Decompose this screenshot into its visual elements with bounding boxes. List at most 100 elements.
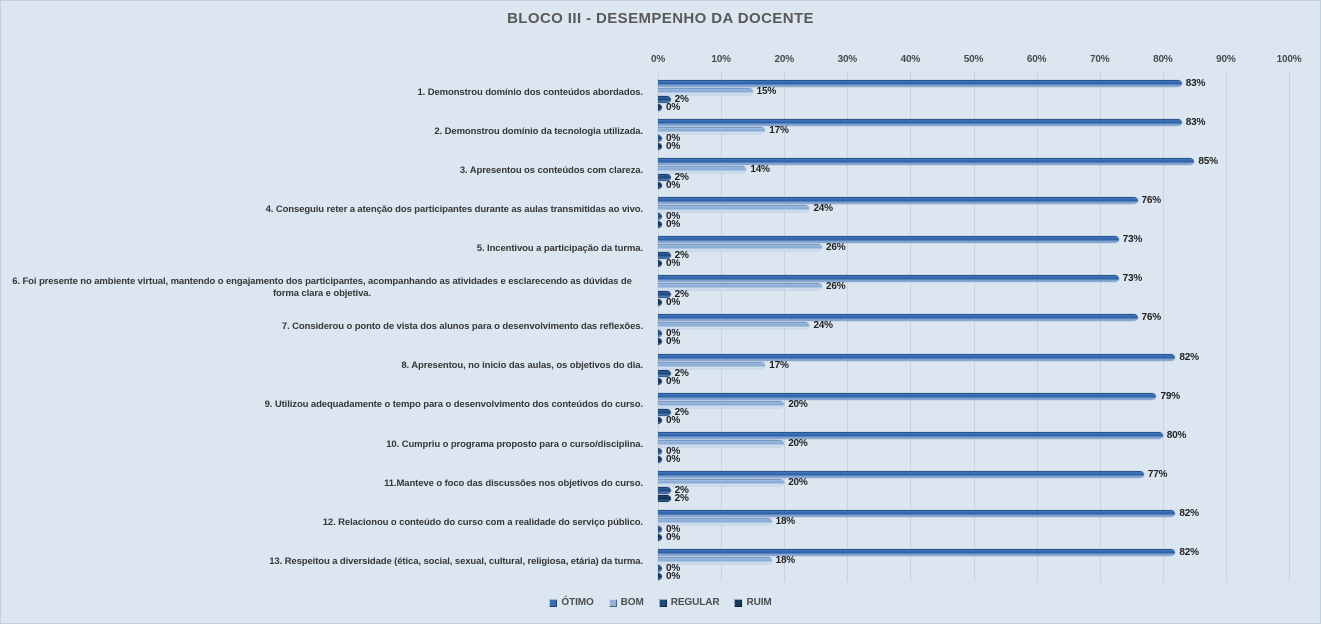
data-label: 24% bbox=[813, 203, 833, 215]
category-label-text: 7. Considerou o ponto de vista dos aluno… bbox=[281, 321, 643, 333]
category-label: 3. Apresentou os conteúdos com clareza. bbox=[1, 151, 651, 190]
bar-bom bbox=[658, 439, 785, 447]
gridline bbox=[973, 71, 975, 582]
bar-ruim bbox=[658, 182, 662, 190]
bar-ruim bbox=[658, 221, 662, 229]
bar-timo bbox=[658, 509, 1176, 517]
data-label: 0% bbox=[666, 414, 681, 426]
data-label: 76% bbox=[1141, 195, 1162, 207]
data-label: 85% bbox=[1198, 156, 1218, 168]
chart-title: BLOCO III - DESEMPENHO DA DOCENTE bbox=[507, 10, 814, 27]
data-label: 20% bbox=[788, 476, 808, 488]
x-axis-tick: 0% bbox=[650, 54, 666, 65]
data-label: 0% bbox=[666, 445, 681, 457]
data-label: 2% bbox=[674, 94, 689, 105]
bar-bom bbox=[658, 322, 810, 330]
data-label: 0% bbox=[666, 453, 681, 465]
category-label: 8. Apresentou, no inicio das aulas, os o… bbox=[1, 347, 651, 386]
data-label: 0% bbox=[666, 336, 681, 348]
data-label: 0% bbox=[666, 328, 681, 340]
bar-regular bbox=[658, 252, 671, 260]
bar-bom bbox=[658, 517, 772, 525]
bar-timo bbox=[658, 80, 1182, 87]
category-label-text: 3. Apresentou os conteúdos com clareza. bbox=[459, 164, 643, 176]
bar-ruim bbox=[658, 494, 671, 502]
data-label: 0% bbox=[666, 570, 681, 582]
bar-regular bbox=[658, 96, 671, 103]
bar-regular bbox=[658, 408, 671, 416]
category-label-text: 12. Relacionou o conteúdo do curso com a… bbox=[322, 516, 643, 528]
data-label: 17% bbox=[769, 125, 789, 137]
data-label: 2% bbox=[674, 289, 689, 301]
data-label: 0% bbox=[666, 375, 681, 387]
data-label: 2% bbox=[674, 250, 689, 262]
category-label: 13. Respeitou a diversidade (ética, soci… bbox=[1, 542, 651, 581]
bar-timo bbox=[658, 548, 1176, 556]
gridline bbox=[1099, 71, 1101, 582]
legend: ÓTIMO BOM REGULAR RUIM bbox=[1, 597, 1320, 608]
data-label: 0% bbox=[666, 102, 681, 113]
gridline bbox=[1162, 71, 1164, 582]
bar-timo bbox=[658, 158, 1195, 166]
data-label: 82% bbox=[1179, 507, 1199, 519]
bar-timo bbox=[658, 236, 1119, 244]
bar-ruim bbox=[658, 104, 662, 111]
data-label: 15% bbox=[756, 86, 777, 97]
bar-timo bbox=[658, 353, 1176, 361]
bar-timo bbox=[658, 119, 1182, 127]
bar-regular bbox=[658, 525, 662, 533]
x-axis-tick: 100% bbox=[1276, 54, 1302, 65]
category-label-text: 5. Incentivou a participação da turma. bbox=[476, 243, 643, 255]
bar-bom bbox=[658, 478, 785, 486]
data-label: 0% bbox=[666, 297, 681, 309]
data-label: 0% bbox=[666, 258, 681, 270]
bar-bom bbox=[658, 244, 823, 252]
category-label-text: 11.Manteve o foco das discussões nos obj… bbox=[384, 477, 643, 489]
data-label: 0% bbox=[666, 133, 681, 145]
bar-bom bbox=[658, 166, 747, 174]
bar-regular bbox=[658, 369, 671, 377]
data-label: 76% bbox=[1141, 312, 1162, 324]
gridline bbox=[847, 71, 849, 582]
x-axis-tick: 50% bbox=[963, 54, 984, 65]
category-label: 7. Considerou o ponto de vista dos aluno… bbox=[1, 307, 651, 346]
bar-ruim bbox=[658, 416, 662, 424]
x-axis-tick: 10% bbox=[711, 54, 731, 65]
bar-timo bbox=[658, 197, 1138, 205]
category-label: 6. Foi presente no ambiente virtual, man… bbox=[1, 268, 651, 307]
bar-ruim bbox=[658, 377, 662, 385]
bar-ruim bbox=[658, 572, 662, 580]
bar-regular bbox=[658, 330, 662, 338]
bar-ruim bbox=[658, 143, 662, 151]
legend-label: ÓTIMO bbox=[561, 597, 594, 608]
data-label: 0% bbox=[666, 562, 681, 574]
category-label: 4. Conseguiu reter a atenção dos partici… bbox=[1, 190, 651, 229]
data-label: 14% bbox=[750, 164, 770, 176]
data-label: 80% bbox=[1166, 429, 1187, 441]
category-label: 2. Demonstrou domínio da tecnologia util… bbox=[1, 112, 651, 151]
bar-bom bbox=[658, 361, 766, 369]
data-label: 17% bbox=[769, 359, 789, 371]
bar-regular bbox=[658, 564, 662, 572]
category-label-text: 2. Demonstrou domínio da tecnologia util… bbox=[434, 125, 643, 137]
legend-item-regular: REGULAR bbox=[658, 597, 720, 608]
category-label: 12. Relacionou o conteúdo do curso com a… bbox=[1, 503, 651, 542]
x-axis-tick: 70% bbox=[1089, 54, 1110, 65]
data-label: 0% bbox=[666, 180, 681, 192]
category-label: 5. Incentivou a participação da turma. bbox=[1, 229, 651, 268]
gridline bbox=[910, 71, 912, 582]
bar-timo bbox=[658, 470, 1144, 478]
bar-ruim bbox=[658, 260, 662, 268]
legend-swatch-icon bbox=[658, 598, 667, 607]
bar-bom bbox=[658, 88, 753, 95]
bar-regular bbox=[658, 213, 662, 221]
bar-timo bbox=[658, 314, 1138, 322]
bar-ruim bbox=[658, 338, 662, 346]
legend-label: REGULAR bbox=[670, 597, 720, 608]
bar-bom bbox=[658, 127, 766, 135]
bar-ruim bbox=[658, 455, 662, 463]
bar-ruim bbox=[658, 533, 662, 541]
data-label: 0% bbox=[666, 523, 681, 535]
category-label-text: 6. Foi presente no ambiente virtual, man… bbox=[12, 276, 632, 299]
data-label: 2% bbox=[674, 367, 689, 379]
